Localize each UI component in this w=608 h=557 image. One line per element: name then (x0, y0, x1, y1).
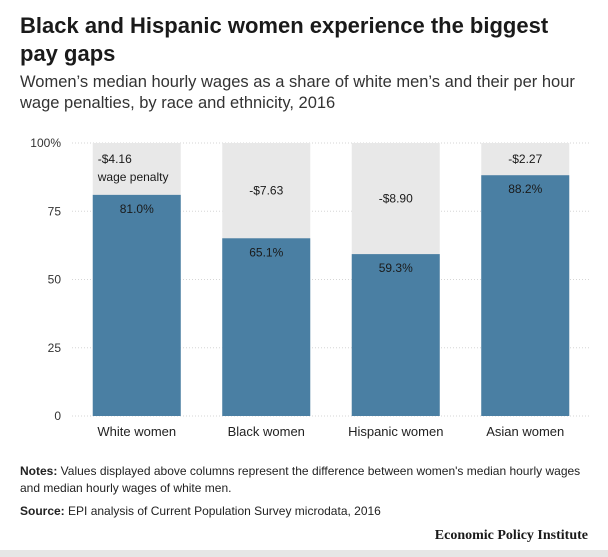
y-tick-label: 50 (48, 273, 62, 287)
bar-value-label: 81.0% (120, 202, 154, 216)
penalty-label: -$7.63 (249, 184, 283, 198)
penalty-label: -$4.16 (98, 152, 132, 166)
y-tick-label: 25 (48, 341, 62, 355)
penalty-note: wage penalty (97, 170, 169, 184)
notes-label: Notes: (20, 464, 58, 478)
bar-chart: 0 25 50 75 100% 81.0% -$4.16 wage penalty White … (30, 136, 590, 439)
chart-title: Black and Hispanic women experience the … (20, 13, 549, 66)
penalty-label: -$8.90 (379, 192, 413, 206)
y-tick-label: 100% (30, 136, 61, 150)
y-tick-label: 0 (54, 409, 61, 423)
notes-text: Values displayed above columns represent… (20, 464, 581, 495)
chart-subtitle: Women’s median hourly wages as a share o… (20, 73, 575, 112)
brand-logo: Economic Policy Institute (434, 528, 588, 543)
source-label: Source: (20, 504, 65, 518)
bar (92, 194, 181, 416)
x-tick-label: Hispanic women (348, 424, 443, 439)
bar-value-label: 59.3% (379, 261, 413, 275)
x-tick-label: Black women (228, 424, 305, 439)
source-text: EPI analysis of Current Population Surve… (64, 504, 381, 518)
bar (222, 238, 311, 416)
source: Source: EPI analysis of Current Populati… (20, 503, 590, 520)
bar (481, 175, 570, 416)
bar-value-label: 65.1% (249, 245, 283, 259)
bar-value-label: 88.2% (508, 182, 542, 196)
x-tick-label: Asian women (486, 424, 564, 439)
notes: Notes: Values displayed above columns re… (20, 463, 590, 497)
bar (351, 254, 440, 416)
penalty-label: -$2.27 (508, 152, 542, 166)
y-tick-label: 75 (48, 204, 62, 218)
bottom-divider (0, 550, 608, 557)
x-tick-label: White women (97, 424, 176, 439)
